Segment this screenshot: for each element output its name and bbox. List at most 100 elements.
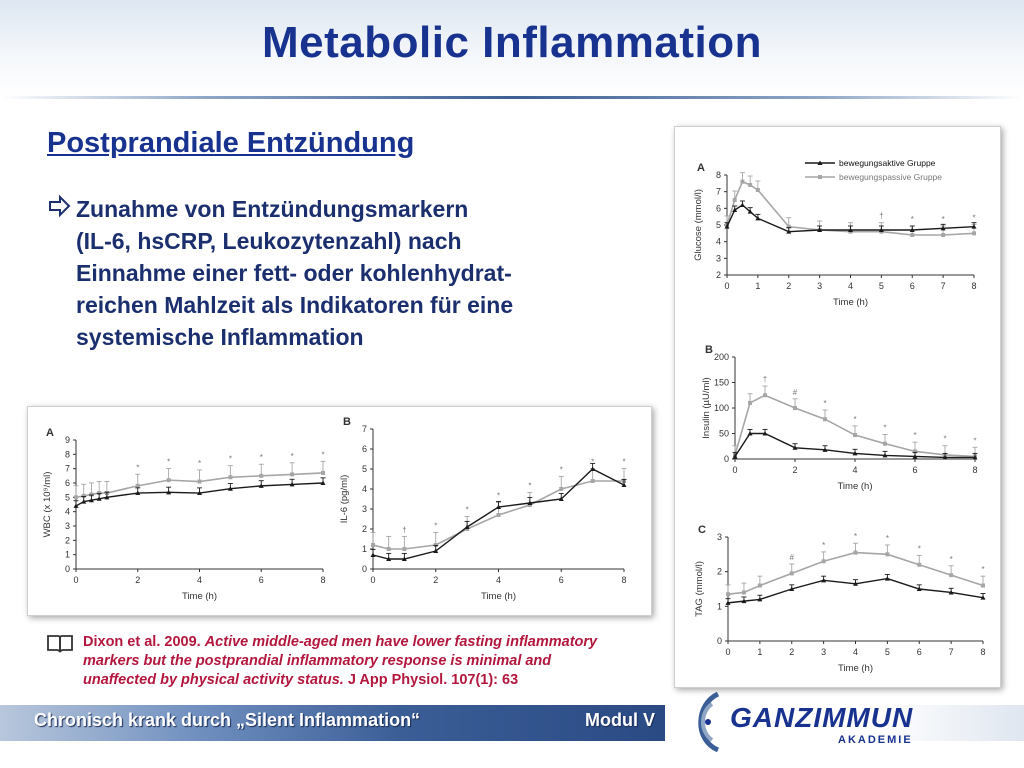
footer-stripe-right bbox=[878, 705, 1024, 741]
y-tick-label: 50 bbox=[719, 429, 729, 439]
data-point bbox=[789, 586, 795, 591]
y-tick-label: 4 bbox=[362, 484, 367, 494]
data-point bbox=[96, 496, 102, 501]
x-tick-label: 8 bbox=[980, 647, 985, 657]
panel-letter: B bbox=[343, 416, 351, 428]
data-point bbox=[73, 503, 79, 508]
data-point bbox=[258, 483, 264, 488]
x-axis-label: Time (h) bbox=[833, 297, 868, 308]
x-tick-label: 2 bbox=[786, 281, 791, 291]
reference-title-line: markers but the postprandial inflammator… bbox=[83, 653, 552, 669]
significance-marker: * bbox=[466, 505, 469, 514]
y-tick-label: 3 bbox=[362, 504, 367, 514]
x-axis-label: Time (h) bbox=[838, 663, 873, 674]
logo-wordmark: GANZIMMUN bbox=[730, 702, 914, 733]
x-tick-label: 3 bbox=[817, 281, 822, 291]
figure-panel-right: A 2 3 4 5 6 7 8 0 1 2 3 4 5 6 7 8 Time (h) Glucose (mmol/l… bbox=[674, 126, 1001, 688]
data-point bbox=[971, 224, 977, 229]
data-point bbox=[823, 417, 827, 422]
data-point bbox=[741, 590, 746, 595]
x-axis-label: Time (h) bbox=[481, 591, 516, 602]
data-point bbox=[852, 450, 858, 456]
title-divider bbox=[0, 96, 1024, 99]
data-point bbox=[386, 556, 392, 561]
x-tick-label: 2 bbox=[789, 647, 794, 657]
data-point bbox=[401, 556, 407, 561]
significance-marker: † bbox=[402, 525, 406, 534]
x-tick-label: 6 bbox=[912, 465, 917, 475]
data-point bbox=[320, 480, 326, 485]
data-point bbox=[724, 224, 730, 229]
x-tick-label: 8 bbox=[971, 281, 976, 291]
significance-marker: * bbox=[822, 541, 825, 550]
x-tick-label: 0 bbox=[370, 575, 375, 585]
significance-marker: * bbox=[981, 565, 984, 574]
legend-label: bewegungspassive Gruppe bbox=[839, 172, 942, 182]
data-point bbox=[940, 225, 946, 231]
significance-marker: * bbox=[198, 459, 201, 468]
panel-letter: B bbox=[705, 344, 713, 356]
data-point bbox=[786, 229, 792, 234]
series-line bbox=[734, 394, 976, 458]
panel-letter: A bbox=[697, 162, 705, 174]
y-tick-label: 2 bbox=[65, 535, 70, 545]
x-axis-label: Time (h) bbox=[182, 591, 217, 602]
reference-journal: J App Physiol. 107(1): 63 bbox=[347, 672, 519, 688]
x-tick-label: 6 bbox=[917, 647, 922, 657]
data-point bbox=[289, 481, 295, 487]
data-point bbox=[980, 595, 986, 600]
bullet-text: Zunahme von Entzündungsmarkern (IL-6, hs… bbox=[76, 193, 626, 353]
y-tick-label: 1 bbox=[65, 550, 70, 560]
data-point bbox=[757, 596, 763, 602]
data-point bbox=[949, 573, 954, 578]
x-tick-label: 7 bbox=[941, 281, 946, 291]
data-point bbox=[197, 490, 202, 496]
significance-marker: * bbox=[528, 481, 531, 490]
x-tick-label: 3 bbox=[821, 647, 826, 657]
y-tick-label: 2 bbox=[362, 524, 367, 534]
significance-marker: * bbox=[913, 431, 916, 440]
y-tick-label: 7 bbox=[716, 187, 721, 197]
y-tick-label: 0 bbox=[362, 564, 367, 574]
y-tick-label: 4 bbox=[716, 237, 721, 247]
significance-marker: * bbox=[823, 399, 826, 408]
y-axis-label: Glucose (mmol/l) bbox=[693, 189, 704, 261]
y-tick-label: 1 bbox=[362, 544, 367, 554]
significance-marker: * bbox=[591, 457, 594, 466]
significance-marker: # bbox=[793, 388, 798, 397]
significance-marker: * bbox=[622, 457, 625, 466]
y-tick-label: 2 bbox=[717, 567, 722, 577]
footer-module: Modul V bbox=[585, 710, 655, 730]
x-tick-label: 6 bbox=[559, 575, 564, 585]
y-axis-label: TAG (mmol/l) bbox=[694, 561, 705, 617]
data-point bbox=[981, 583, 985, 588]
data-point bbox=[972, 454, 978, 460]
data-point bbox=[259, 473, 264, 478]
x-tick-label: 4 bbox=[853, 647, 858, 657]
significance-marker: * bbox=[560, 465, 563, 474]
data-point bbox=[941, 233, 946, 237]
x-tick-label: 8 bbox=[972, 465, 977, 475]
data-point bbox=[747, 431, 753, 436]
significance-marker: * bbox=[291, 452, 294, 461]
significance-marker: * bbox=[911, 215, 914, 224]
data-point bbox=[885, 552, 890, 557]
significance-marker: † bbox=[763, 375, 767, 384]
y-tick-label: 5 bbox=[362, 464, 367, 474]
data-point bbox=[726, 592, 730, 597]
data-point bbox=[884, 576, 890, 581]
data-point bbox=[757, 583, 762, 588]
data-point bbox=[912, 453, 918, 459]
data-point bbox=[882, 452, 888, 458]
slide-subtitle: Postprandiale Entzündung bbox=[47, 127, 415, 159]
data-point bbox=[916, 586, 922, 591]
x-tick-label: 4 bbox=[852, 465, 857, 475]
reference-title-line: Active middle-aged men have lower fastin… bbox=[204, 634, 598, 650]
x-axis-label: Time (h) bbox=[837, 481, 872, 492]
data-point bbox=[817, 227, 823, 232]
data-point bbox=[942, 454, 948, 460]
data-point bbox=[559, 487, 564, 491]
data-point bbox=[81, 493, 86, 498]
x-tick-label: 1 bbox=[755, 281, 760, 291]
x-tick-label: 8 bbox=[621, 575, 626, 585]
